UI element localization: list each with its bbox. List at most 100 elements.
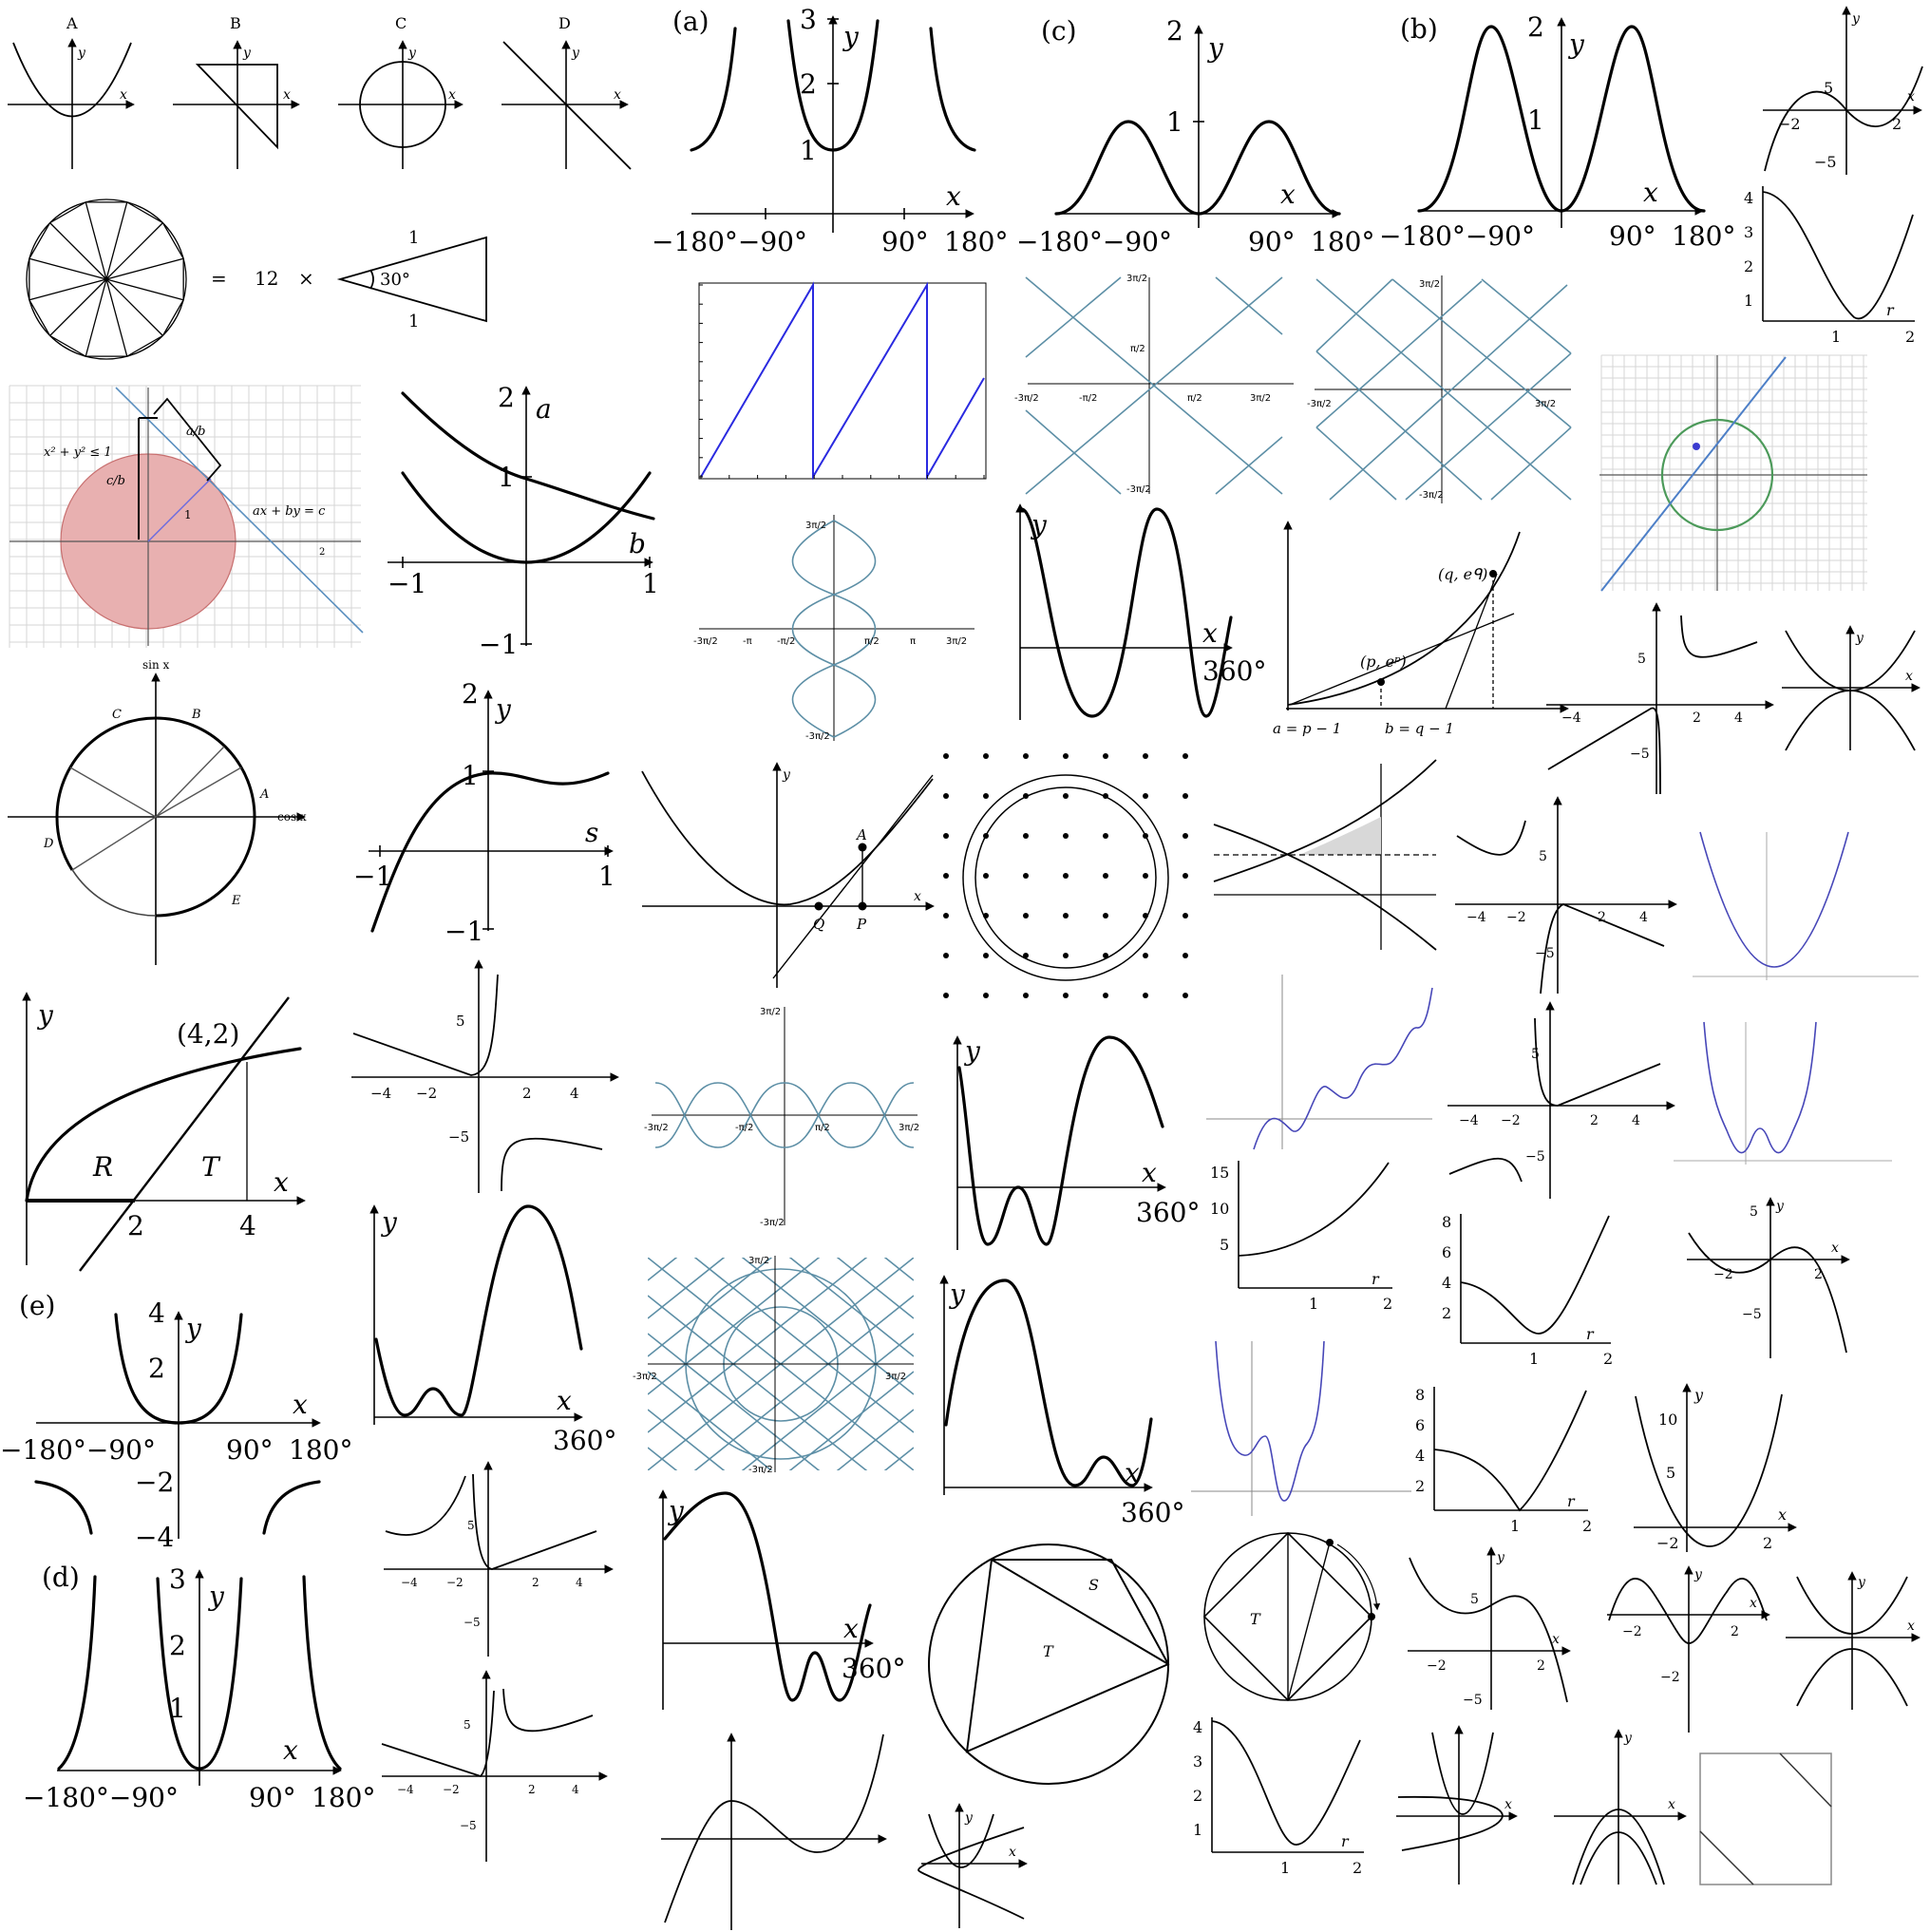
svg-text:4: 4 [148, 1297, 165, 1329]
svg-text:ax + by = c: ax + by = c [253, 504, 326, 519]
panel-sine-360-3: y x 360° [369, 1204, 616, 1456]
svg-text:2: 2 [319, 547, 325, 558]
svg-text:y: y [1855, 631, 1864, 646]
svg-text:2: 2 [1537, 1658, 1545, 1674]
svg-text:s: s [585, 817, 598, 848]
svg-text:x: x [1643, 177, 1658, 208]
dodecagon-circumcircle [26, 199, 187, 360]
svg-text:y: y [407, 46, 417, 61]
svg-text:x: x [1202, 617, 1218, 649]
svg-text:2: 2 [127, 1210, 144, 1241]
panel-wavy-increasing [1206, 975, 1433, 1150]
svg-text:3π/2: 3π/2 [1535, 399, 1556, 409]
panel-sideways-parabola: y x [918, 1803, 1028, 1928]
svg-text:10: 10 [1210, 1200, 1229, 1218]
lattice-dot [943, 913, 949, 919]
label-e: (e) [19, 1290, 55, 1321]
panel-sine-360-2: y x 360° [953, 1035, 1200, 1250]
svg-text:1: 1 [1510, 1517, 1520, 1535]
svg-text:1: 1 [800, 135, 817, 166]
label-A: A [66, 14, 78, 32]
lattice-dot [983, 993, 989, 998]
panel-cyclic-quadrilateral: S T [928, 1544, 1170, 1785]
svg-text:8: 8 [1415, 1386, 1425, 1404]
lattice-dot [983, 873, 989, 879]
lattice-dot [1143, 793, 1148, 799]
svg-text:-3π/2: -3π/2 [748, 1465, 773, 1475]
svg-text:2: 2 [532, 1576, 539, 1589]
svg-text:x: x [557, 1385, 572, 1416]
svg-text:1: 1 [184, 508, 192, 521]
mesh-line [648, 1258, 726, 1319]
svg-text:b = q − 1: b = q − 1 [1385, 720, 1454, 737]
lattice-dot [983, 753, 989, 759]
svg-text:30°: 30° [380, 270, 410, 290]
panel-sideways-parabola-2: x [1396, 1725, 1518, 1885]
panel-exponential-tangent: (p, eᵖ) (q, eᑫ) a = p − 1 b = q − 1 [1273, 521, 1569, 737]
panel-a-b-plane: 2 1 −1 −1 1 a b [388, 382, 659, 660]
svg-text:r: r [1567, 1492, 1576, 1510]
mesh-line [788, 1371, 914, 1470]
svg-text:−180°−90°: −180°−90° [1379, 220, 1535, 252]
svg-text:4: 4 [572, 1783, 579, 1796]
svg-text:y: y [1496, 1550, 1505, 1565]
label-b: (b) [1400, 13, 1438, 45]
label-d: (d) [42, 1562, 80, 1593]
svg-text:3: 3 [1193, 1752, 1202, 1771]
panel-two-parabolas: y x [1782, 625, 1921, 751]
lattice-dot [1063, 753, 1069, 759]
mesh-line [836, 1258, 914, 1319]
svg-text:6: 6 [1415, 1416, 1425, 1434]
svg-text:y: y [1693, 1386, 1704, 1404]
svg-text:90°: 90° [1609, 220, 1656, 252]
svg-text:2: 2 [1442, 1304, 1451, 1322]
lattice-dot [943, 753, 949, 759]
svg-text:2: 2 [1193, 1787, 1202, 1805]
svg-text:B: B [191, 708, 201, 722]
svg-text:4: 4 [1632, 1113, 1640, 1128]
svg-text:=: = [211, 267, 227, 290]
panel-d-secant-squared: (d) 3 2 1 y x −180°−90° 90° 180° [23, 1562, 375, 1813]
svg-text:a = p − 1: a = p − 1 [1273, 720, 1341, 737]
dodecagon-spoke [105, 278, 163, 336]
svg-text:−4: −4 [370, 1085, 391, 1102]
svg-text:1: 1 [1529, 1350, 1539, 1368]
svg-text:−5: −5 [448, 1128, 469, 1146]
panel-shaded-region [1213, 759, 1437, 951]
svg-text:r: r [1372, 1270, 1380, 1288]
svg-text:b: b [629, 528, 646, 559]
svg-text:−5: −5 [1525, 1149, 1545, 1165]
svg-text:−180°−90°: −180°−90° [652, 226, 807, 257]
svg-text:−5: −5 [1742, 1307, 1762, 1322]
lattice-dot [1023, 953, 1029, 958]
dodecagon-spoke [105, 278, 184, 301]
svg-text:x: x [614, 87, 621, 103]
svg-text:90°: 90° [226, 1434, 274, 1466]
lattice-dot [943, 993, 949, 998]
panel-cubic-mid-right: 5 −5 −2 2 y x [1687, 1197, 1850, 1358]
svg-text:2: 2 [800, 68, 817, 100]
svg-text:2: 2 [1603, 1350, 1613, 1368]
svg-text:y: y [1693, 1567, 1703, 1582]
svg-text:T: T [201, 1151, 221, 1183]
svg-text:x: x [1668, 1797, 1675, 1812]
lattice-dot [943, 953, 949, 958]
svg-text:y: y [380, 1206, 398, 1238]
svg-text:−1: −1 [445, 916, 483, 947]
svg-text:−2: −2 [1622, 1624, 1642, 1639]
svg-text:2: 2 [1590, 1113, 1599, 1128]
panel-teal-dense-mesh: -3π/2 3π/2 3π/2 -3π/2 [633, 1256, 914, 1475]
svg-text:-3π/2: -3π/2 [644, 1123, 669, 1133]
svg-text:x: x [120, 87, 127, 103]
svg-text:-3π/2: -3π/2 [760, 1218, 785, 1228]
svg-text:1: 1 [169, 1693, 186, 1724]
svg-text:12: 12 [255, 267, 278, 290]
svg-text:a: a [536, 393, 552, 425]
panel-e-tan-like: (e) 4 2 −2 −4 y x −180°−90° 90° 180° [0, 1290, 352, 1553]
panel-cubic-bottom-1: 5 −5 −2 2 y x [1408, 1546, 1571, 1710]
lattice-dot [1143, 873, 1148, 879]
svg-text:T: T [1250, 1610, 1261, 1628]
svg-text:6: 6 [1442, 1243, 1451, 1261]
lattice-dot [1023, 993, 1029, 998]
